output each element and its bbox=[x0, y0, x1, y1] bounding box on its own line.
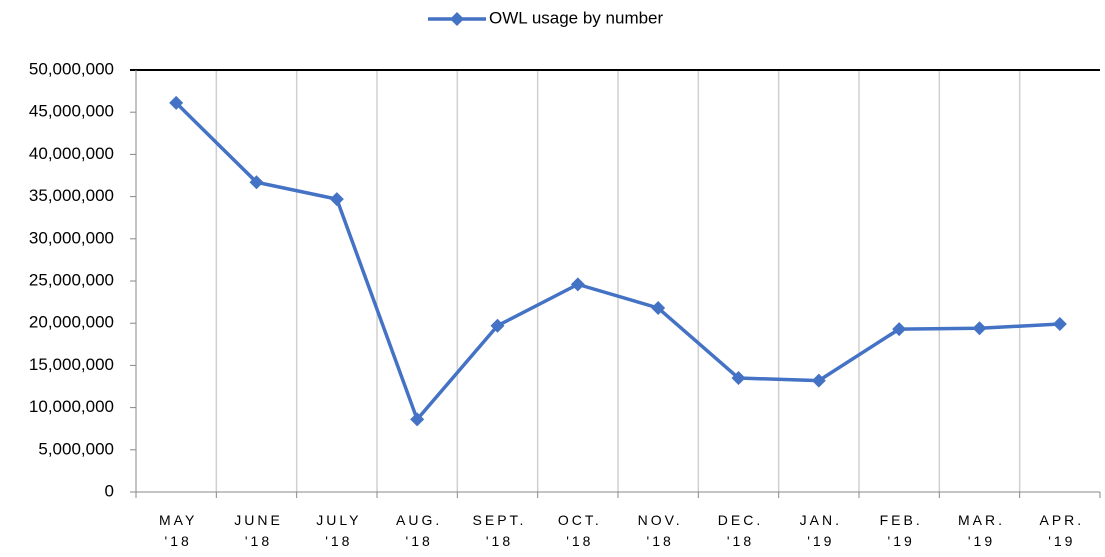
x-tick-label: JULY '18 bbox=[316, 512, 362, 549]
data-point bbox=[651, 301, 666, 316]
y-tick-label: 30,000,000 bbox=[29, 228, 114, 247]
x-tick-label: DEC. '18 bbox=[717, 512, 764, 549]
x-tick-label: AUG. '18 bbox=[396, 512, 443, 549]
x-tick-label: JUNE '18 bbox=[234, 512, 283, 549]
data-point bbox=[570, 277, 585, 292]
x-tick-label: MAY '18 bbox=[159, 512, 198, 549]
x-tick-label: NOV. '18 bbox=[637, 512, 683, 549]
y-tick-label: 0 bbox=[105, 481, 114, 500]
x-tick-label: FEB. '19 bbox=[879, 512, 923, 549]
x-tick-label: OCT. '18 bbox=[557, 512, 602, 549]
data-point bbox=[972, 321, 987, 336]
data-line bbox=[174, 101, 1060, 422]
y-tick-label: 5,000,000 bbox=[38, 439, 114, 458]
x-tick-label: SEPT. '18 bbox=[472, 512, 527, 549]
x-tick-label: JAN. '19 bbox=[799, 512, 842, 549]
data-point bbox=[249, 175, 264, 190]
data-point bbox=[169, 95, 184, 110]
y-tick-label: 35,000,000 bbox=[29, 186, 114, 205]
data-point bbox=[410, 412, 425, 427]
x-tick-label: MAR. '19 bbox=[958, 512, 1005, 549]
y-tick-label: 10,000,000 bbox=[29, 397, 114, 416]
data-point bbox=[329, 192, 344, 207]
y-tick-label: 40,000,000 bbox=[29, 144, 114, 163]
y-tick-label: 20,000,000 bbox=[29, 313, 114, 332]
data-point bbox=[1052, 317, 1067, 332]
legend-label: OWL usage by number bbox=[489, 8, 664, 27]
y-tick-label: 25,000,000 bbox=[29, 270, 114, 289]
y-tick-label: 45,000,000 bbox=[29, 102, 114, 121]
data-point bbox=[731, 371, 746, 386]
legend-marker bbox=[450, 12, 464, 26]
data-point bbox=[490, 318, 505, 333]
x-tick-label: APR. '19 bbox=[1039, 512, 1085, 549]
data-point bbox=[811, 373, 826, 388]
data-point bbox=[892, 322, 907, 337]
y-tick-label: 50,000,000 bbox=[29, 59, 114, 78]
y-tick-label: 15,000,000 bbox=[29, 355, 114, 374]
